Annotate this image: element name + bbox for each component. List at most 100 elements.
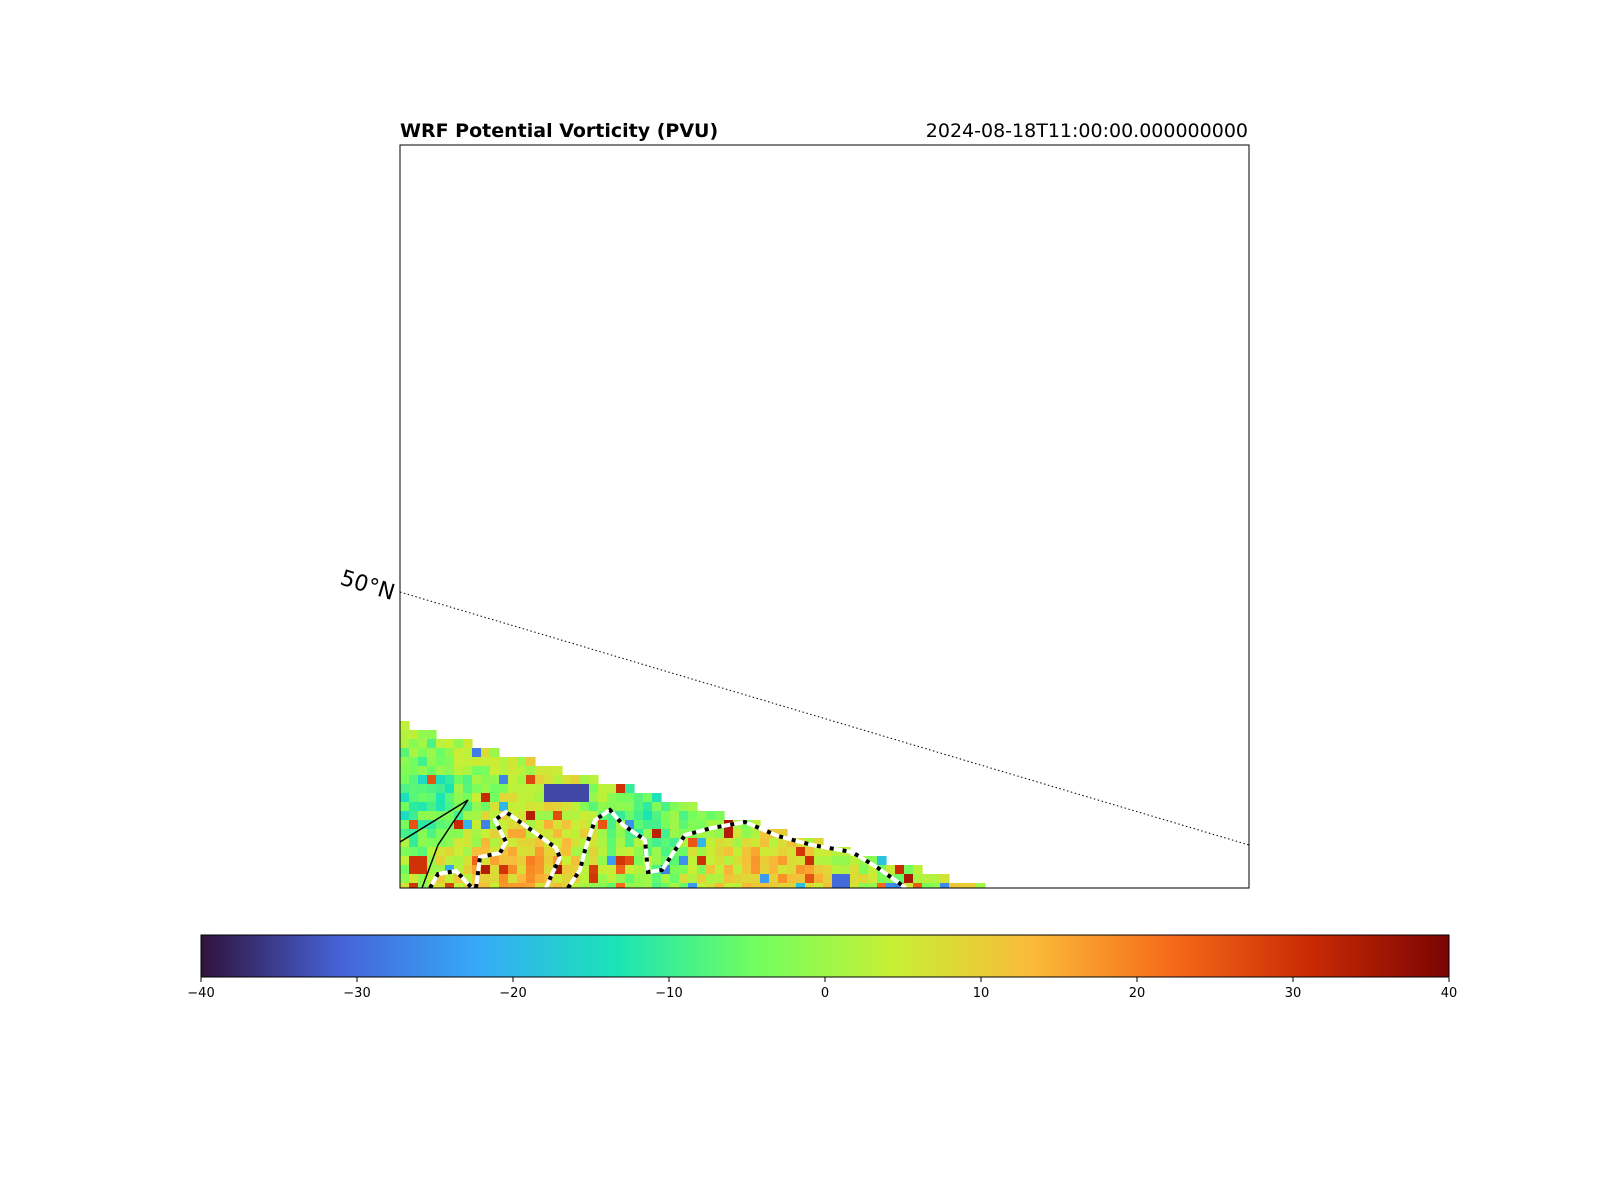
pv-cell — [580, 883, 590, 888]
pv-cell — [463, 856, 473, 866]
pv-cell — [832, 874, 842, 884]
pv-cell — [679, 820, 689, 830]
pv-cell — [454, 784, 464, 794]
pv-cell — [616, 838, 626, 848]
pv-cell — [472, 775, 482, 785]
pv-cell — [454, 838, 464, 848]
pv-cell — [751, 847, 761, 857]
pv-cell — [499, 784, 509, 794]
pv-cell — [436, 856, 446, 866]
pv-cell — [508, 838, 518, 848]
pv-cell — [625, 784, 635, 794]
state-boundary-dash — [428, 807, 908, 888]
pv-cell — [409, 766, 419, 776]
pv-cell — [625, 802, 635, 812]
pv-cell — [409, 856, 419, 866]
pv-cell — [445, 856, 455, 866]
pv-cell — [481, 838, 491, 848]
pv-cell — [724, 874, 734, 884]
pv-cell — [517, 856, 527, 866]
pv-cell — [598, 847, 608, 857]
pv-cell — [607, 847, 617, 857]
pv-cell — [904, 865, 914, 875]
pv-cell — [463, 757, 473, 767]
pv-cell — [643, 883, 653, 888]
pv-cell — [715, 829, 725, 839]
pv-cell — [769, 856, 779, 866]
pv-cell — [868, 856, 878, 866]
pv-cell — [868, 883, 878, 888]
pv-cell — [535, 811, 545, 821]
pv-cell — [472, 784, 482, 794]
pv-cell — [805, 847, 815, 857]
pv-cell — [427, 766, 437, 776]
pv-cell — [535, 838, 545, 848]
pv-cell — [562, 874, 572, 884]
pv-cell — [481, 784, 491, 794]
pv-cell — [418, 838, 428, 848]
pv-cell — [634, 874, 644, 884]
pv-cell — [715, 838, 725, 848]
pv-cell — [553, 793, 563, 803]
pv-cell — [481, 874, 491, 884]
pv-cell — [823, 847, 833, 857]
pv-cell — [670, 883, 680, 888]
pv-cell — [508, 802, 518, 812]
pv-cell — [499, 820, 509, 830]
pv-cell — [472, 829, 482, 839]
pv-cell — [427, 829, 437, 839]
pv-cell — [427, 757, 437, 767]
pv-cell — [841, 856, 851, 866]
pv-cell — [679, 802, 689, 812]
pv-cell — [418, 730, 428, 740]
pv-cell — [661, 883, 671, 888]
pv-cell — [625, 865, 635, 875]
pv-cell — [526, 784, 536, 794]
pv-cell — [670, 802, 680, 812]
pv-cell — [490, 883, 500, 888]
pv-cell — [418, 856, 428, 866]
pv-cell — [661, 802, 671, 812]
pv-cell — [472, 757, 482, 767]
pv-cell — [670, 829, 680, 839]
pv-cell — [436, 757, 446, 767]
pv-cell — [499, 874, 509, 884]
pv-cell — [463, 811, 473, 821]
pv-cell — [751, 856, 761, 866]
pv-cell — [859, 874, 869, 884]
pv-cell — [418, 757, 428, 767]
pv-cell — [877, 874, 887, 884]
pv-cell — [409, 883, 419, 888]
pv-cell — [598, 802, 608, 812]
pv-cell — [643, 838, 653, 848]
pv-cell — [643, 793, 653, 803]
pv-cell — [409, 748, 419, 758]
pv-cell — [490, 784, 500, 794]
pv-cell — [490, 856, 500, 866]
pv-cell — [544, 802, 554, 812]
pv-field — [400, 721, 986, 888]
pv-cell — [454, 829, 464, 839]
pv-cell — [841, 865, 851, 875]
pv-cell — [400, 838, 410, 848]
pv-cell — [517, 847, 527, 857]
pv-cell — [706, 874, 716, 884]
pv-cell — [751, 883, 761, 888]
pv-cell — [778, 847, 788, 857]
pv-cell — [418, 811, 428, 821]
pv-cell — [409, 775, 419, 785]
pv-cell — [427, 865, 437, 875]
pv-cell — [607, 883, 617, 888]
pv-cell — [445, 739, 455, 749]
pv-cell — [724, 829, 734, 839]
pv-cell — [625, 847, 635, 857]
colorbar-tick-label: 40 — [1441, 986, 1458, 1001]
pv-cell — [598, 838, 608, 848]
pv-cell — [796, 856, 806, 866]
pv-cell — [643, 874, 653, 884]
pv-cell — [607, 865, 617, 875]
pv-cell — [481, 775, 491, 785]
pv-cell — [688, 811, 698, 821]
pv-cell — [553, 865, 563, 875]
pv-cell — [823, 883, 833, 888]
